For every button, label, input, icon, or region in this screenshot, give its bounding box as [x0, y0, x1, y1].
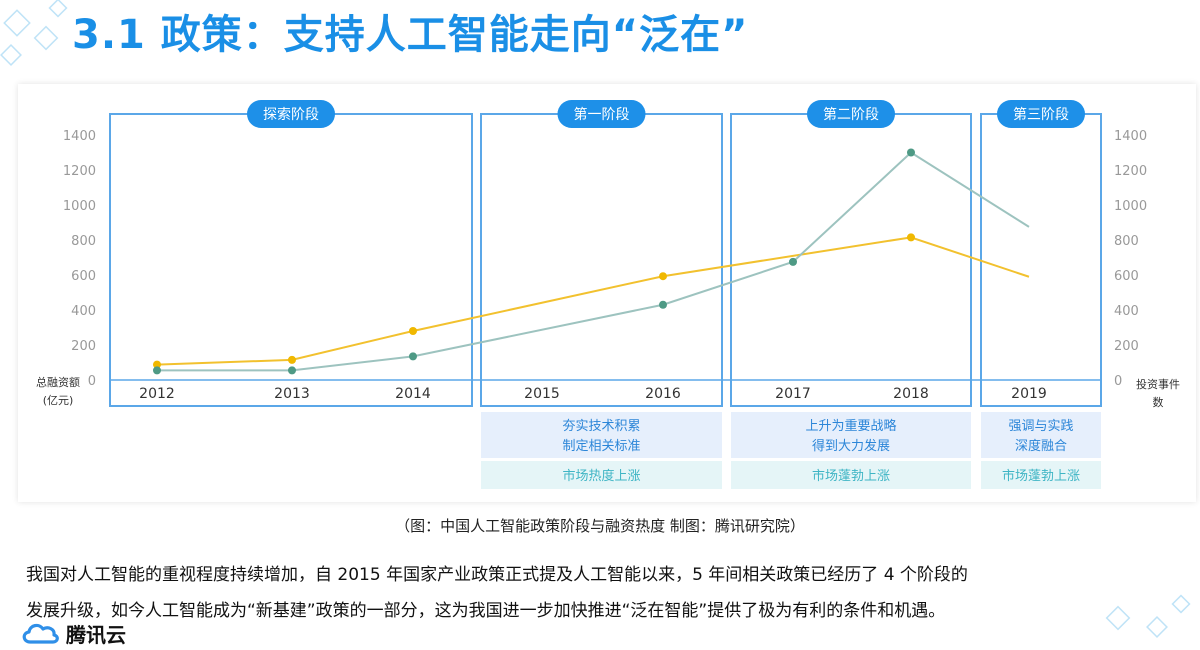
- y-tick-label-right: 800: [1114, 234, 1139, 249]
- corner-decoration-top-left: [0, 0, 68, 66]
- series-point-1: [153, 360, 161, 369]
- y-tick-label-right: 1400: [1114, 129, 1147, 144]
- y-tick-label-left: 400: [71, 304, 96, 319]
- heat-box: [481, 461, 722, 489]
- y-tick-label-right: 400: [1114, 304, 1139, 319]
- series-point-1: [907, 233, 915, 242]
- stage-box: [980, 113, 1102, 407]
- y-axis-title-right: 投资事件: [1136, 377, 1180, 391]
- x-tick-label: 2014: [395, 386, 431, 402]
- heat-box: [731, 461, 971, 489]
- x-tick-label: 2019: [1011, 386, 1047, 402]
- policy-text: 得到大力发展: [812, 438, 890, 454]
- x-tick-label: 2012: [139, 386, 175, 402]
- chart-panel: 探索阶段 第一阶段夯实技术积累 制定相关标准 市场热度上涨 第二阶段上升为重要战略 得到大…: [18, 84, 1196, 502]
- brand-logo: 腾讯云: [20, 618, 126, 648]
- series-point-2: [907, 148, 915, 157]
- stage-label: 第一阶段: [574, 106, 630, 123]
- heat-text: 市场蓬勃上涨: [1002, 468, 1080, 484]
- heat-text: 市场热度上涨: [562, 468, 640, 484]
- body-paragraph-line-1: 我国对人工智能的重视程度持续增加，自 2015 年国家产业政策正式提及人工智能以…: [26, 565, 968, 585]
- x-tick-label: 2016: [645, 386, 681, 402]
- series-point-2: [789, 257, 797, 266]
- policy-text: 上升为重要战略: [805, 418, 896, 434]
- y-tick-label-left: 600: [71, 269, 96, 284]
- policy-box: [481, 412, 722, 458]
- series-point-2: [288, 366, 296, 375]
- brand-name: 腾讯云: [66, 622, 126, 647]
- slide-title: 3.1 政策：支持人工智能走向“泛在”: [72, 12, 749, 58]
- series-point-1: [288, 355, 296, 364]
- stage-box: [480, 113, 723, 407]
- stage-label-pill: [997, 100, 1085, 128]
- heat-text: 市场蓬勃上涨: [812, 468, 890, 484]
- y-tick-label-right: 0: [1114, 374, 1122, 389]
- stage-label-pill: [247, 100, 335, 128]
- x-tick-label: 2018: [893, 386, 929, 402]
- y-tick-label-left: 800: [71, 234, 96, 249]
- y-tick-label-right: 1200: [1114, 164, 1147, 179]
- stage-label-pill: [557, 100, 646, 128]
- series-line-2: [157, 151, 1030, 372]
- y-tick-label-right: 600: [1114, 269, 1139, 284]
- stage-label-pill: [807, 100, 895, 128]
- policy-text: 制定相关标准: [562, 439, 640, 454]
- policy-box: [731, 412, 971, 458]
- heat-box: [981, 461, 1101, 489]
- x-tick-label: 2015: [524, 386, 560, 402]
- series-point-1: [409, 327, 417, 335]
- series-line-1: [156, 236, 1030, 366]
- stage-label: 第二阶段: [823, 106, 879, 123]
- policy-text: 深度融合: [1015, 438, 1067, 454]
- y-tick-label-left: 1400: [63, 129, 96, 144]
- policy-box: [981, 412, 1101, 458]
- policy-text: 夯实技术积累: [562, 419, 640, 434]
- series-point-2: [409, 352, 417, 361]
- x-tick-label: 2017: [775, 386, 811, 402]
- body-paragraph-line-2: 发展升级，如今人工智能成为“新基建”政策的一部分，这为我国进一步加快推进“泛在智…: [26, 601, 946, 621]
- y-tick-label-left: 0: [88, 374, 96, 389]
- x-tick-label: 2013: [274, 386, 310, 402]
- series-point-2: [153, 366, 161, 375]
- stage-label: 第三阶段: [1013, 106, 1069, 123]
- y-tick-label-left: 200: [71, 339, 96, 354]
- corner-decoration-bottom-right: [1105, 594, 1191, 638]
- y-axis-title-left: (亿元): [43, 394, 74, 407]
- y-axis-title-right: 数: [1153, 396, 1164, 409]
- series-point-2: [659, 300, 667, 309]
- y-tick-label-left: 1000: [63, 199, 96, 214]
- stage-label: 探索阶段: [263, 106, 319, 123]
- y-axis-title-left: 总融资额: [36, 375, 80, 389]
- y-tick-label-right: 200: [1114, 339, 1139, 354]
- y-tick-label-right: 1000: [1114, 199, 1147, 214]
- cloud-icon: [22, 623, 59, 644]
- policy-text: 强调与实践: [1008, 419, 1073, 434]
- series-point-1: [659, 272, 667, 281]
- figure-caption: （图：中国人工智能政策阶段与融资热度 制图：腾讯研究院）: [395, 517, 805, 535]
- y-tick-label-left: 1200: [63, 164, 96, 179]
